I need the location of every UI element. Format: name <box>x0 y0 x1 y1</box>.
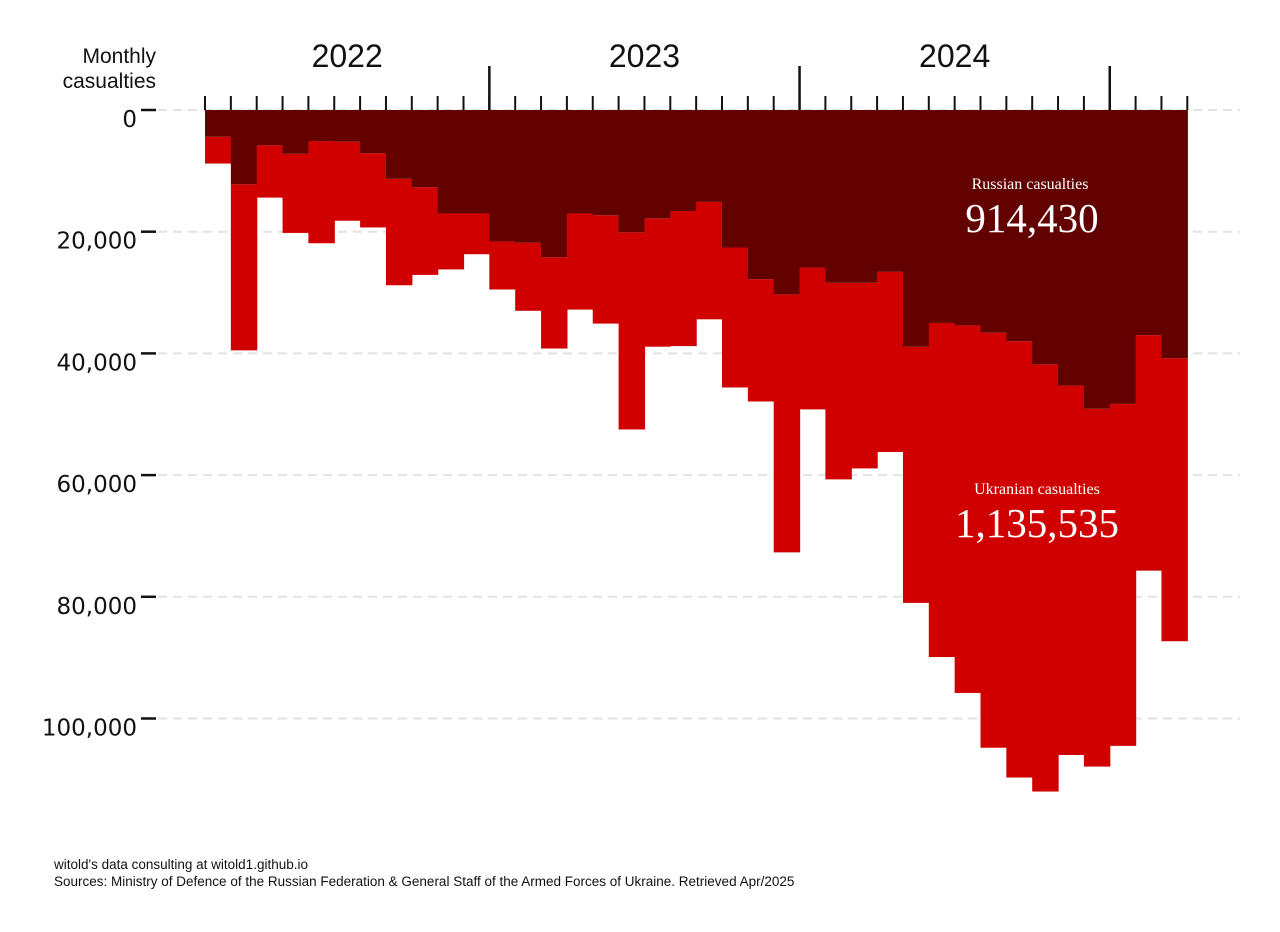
bar-ukranian <box>825 282 852 480</box>
bar-ukranian <box>282 153 309 233</box>
bar-russian <box>360 110 387 154</box>
bar-russian <box>722 110 749 248</box>
bar-ukranian <box>1058 385 1085 756</box>
bar-russian <box>825 110 852 283</box>
year-label: 2023 <box>609 38 680 74</box>
bar-russian <box>954 110 982 326</box>
bar-ukranian <box>437 213 465 270</box>
bar-ukranian <box>877 271 904 452</box>
bar-ukranian <box>799 267 826 410</box>
bar-russian <box>851 110 878 283</box>
bar-ukranian <box>722 247 749 388</box>
ukranian-total: 1,135,535 <box>955 500 1119 546</box>
bar-ukranian <box>385 178 413 286</box>
ukranian-series-name: Ukranian casualties <box>974 481 1100 498</box>
bar-russian <box>670 110 697 212</box>
bar-russian <box>489 110 516 242</box>
bar-ukranian <box>902 346 930 603</box>
bar-russian <box>308 110 335 142</box>
bar-ukranian <box>773 294 801 553</box>
bar-russian <box>644 110 671 219</box>
series-labels: Russian casualties 914,430 Ukranian casual… <box>955 176 1119 546</box>
bar-ukranian <box>747 279 775 402</box>
y-tick-label: 0 <box>122 107 137 133</box>
bar-russian <box>592 110 620 216</box>
bar-ukranian <box>592 215 620 324</box>
bar-russian <box>256 110 284 146</box>
bar-ukranian <box>1161 358 1188 642</box>
bar-ukranian <box>489 241 516 290</box>
bar-russian <box>205 110 232 137</box>
bar-russian <box>799 110 826 268</box>
bar-russian <box>928 110 956 323</box>
y-tick-label: 40,000 <box>57 350 137 376</box>
bar-russian <box>1006 110 1033 342</box>
y-tick-label: 80,000 <box>57 594 137 620</box>
bar-russian <box>877 110 904 272</box>
bar-russian <box>437 110 465 214</box>
bar-russian <box>566 110 594 214</box>
bar-ukranian <box>1032 364 1059 792</box>
bar-ukranian <box>230 184 258 351</box>
bar-russian <box>1058 110 1085 386</box>
bar-ukranian <box>463 213 490 255</box>
bar-ukranian <box>515 242 542 311</box>
bar-ukranian <box>618 232 646 430</box>
russian-series-name: Russian casualties <box>972 176 1089 193</box>
bar-russian <box>515 110 542 243</box>
bar-ukranian <box>980 332 1007 748</box>
bar-russian <box>541 110 568 258</box>
bar-ukranian <box>360 153 387 228</box>
bar-ukranian <box>334 141 361 221</box>
bar-ukranian <box>566 213 594 310</box>
bar-russian <box>773 110 801 295</box>
bar-ukranian <box>851 282 878 469</box>
bar-russian <box>411 110 439 188</box>
bar-russian <box>230 110 258 185</box>
bar-russian <box>747 110 775 280</box>
y-tick-label: 100,000 <box>42 716 137 742</box>
bar-russian <box>463 110 490 214</box>
sources-line: Sources: Ministry of Defence of the Russ… <box>54 874 795 889</box>
bar-ukranian <box>1109 403 1137 746</box>
bar-ukranian <box>644 218 671 347</box>
bar-ukranian <box>928 322 956 658</box>
bar-russian <box>334 110 361 142</box>
bar-ukranian <box>1135 335 1163 571</box>
axes: 0 20,000 40,000 60,000 80,000 100,000 2022 2023… <box>42 38 1189 742</box>
credit-line: witold's data consulting at witold1.gith… <box>54 857 308 872</box>
bar-russian <box>696 110 723 202</box>
bar-ukranian <box>205 136 232 164</box>
bar-russian <box>385 110 413 179</box>
bar-ukranian <box>670 211 697 347</box>
y-tick-label: 60,000 <box>57 472 137 498</box>
bar-ukranian <box>954 325 982 693</box>
bar-ukranian <box>256 145 284 198</box>
year-label: 2024 <box>919 38 990 74</box>
bar-ukranian <box>1083 408 1111 767</box>
bar-russian <box>980 110 1007 333</box>
year-label: 2022 <box>312 38 383 74</box>
bar-russian <box>1135 110 1163 336</box>
bar-ukranian <box>308 141 335 244</box>
bar-ukranian <box>541 257 568 349</box>
bar-russian <box>282 110 309 154</box>
bars <box>205 110 1188 792</box>
bar-russian <box>902 110 930 347</box>
bar-ukranian <box>411 187 439 275</box>
bar-russian <box>1032 110 1059 365</box>
russian-total: 914,430 <box>965 195 1098 241</box>
y-axis-title: Monthly casualties <box>62 45 156 93</box>
bar-ukranian <box>1006 341 1033 778</box>
bar-russian <box>1109 110 1137 404</box>
bar-russian <box>1083 110 1111 409</box>
bar-russian <box>618 110 646 233</box>
bar-ukranian <box>696 201 723 320</box>
bar-russian <box>1161 110 1188 359</box>
y-tick-label: 20,000 <box>57 229 137 255</box>
